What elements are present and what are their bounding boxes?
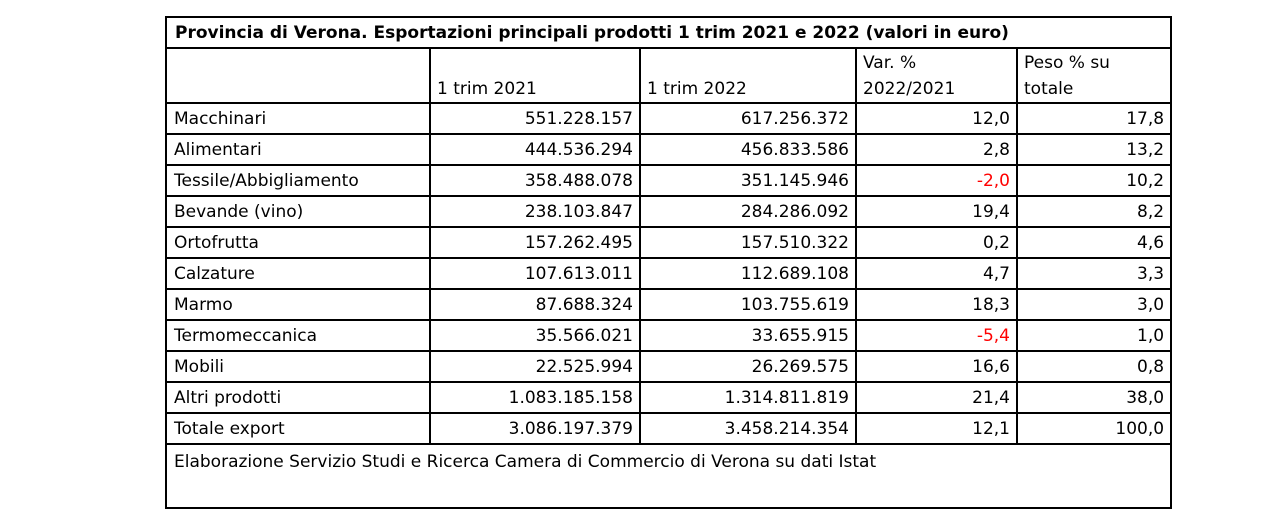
cell-product: Marmo (165, 288, 431, 321)
cell-peso-percent: 17,8 (1015, 102, 1173, 135)
export-table: Provincia di Verona. Esportazioni princi… (164, 16, 1173, 509)
cell-product: Macchinari (165, 102, 431, 135)
header-1-trim-2021: 1 trim 2021 (429, 47, 641, 104)
cell-1-trim-2022: 351.145.946 (639, 164, 857, 197)
cell-var-percent: 12,1 (855, 412, 1018, 445)
source-note: Elaborazione Servizio Studi e Ricerca Ca… (164, 443, 1173, 509)
cell-1-trim-2022: 3.458.214.354 (639, 412, 857, 445)
cell-product: Calzature (165, 257, 431, 290)
cell-peso-percent: 1,0 (1015, 319, 1173, 352)
header-var-percent: Var. % 2022/2021 (855, 47, 1018, 104)
cell-1-trim-2022: 456.833.586 (639, 133, 857, 166)
cell-product: Tessile/Abbigliamento (165, 164, 431, 197)
cell-1-trim-2022: 26.269.575 (639, 350, 857, 383)
header-peso-line2: totale (1024, 79, 1074, 99)
cell-1-trim-2021: 551.228.157 (429, 102, 641, 135)
header-product (165, 47, 431, 104)
cell-1-trim-2021: 238.103.847 (429, 195, 641, 228)
cell-product: Termomeccanica (165, 319, 431, 352)
table-row: Ortofrutta 157.262.495 157.510.322 0,2 4,6 (165, 226, 1173, 259)
cell-1-trim-2022: 157.510.322 (639, 226, 857, 259)
cell-peso-percent: 38,0 (1015, 381, 1173, 414)
cell-1-trim-2022: 112.689.108 (639, 257, 857, 290)
table-row: Mobili 22.525.994 26.269.575 16,6 0,8 (165, 350, 1173, 383)
table-title-row: Provincia di Verona. Esportazioni princi… (164, 16, 1173, 49)
table-row: Marmo 87.688.324 103.755.619 18,3 3,0 (165, 288, 1173, 321)
cell-1-trim-2022: 617.256.372 (639, 102, 857, 135)
table-row: Altri prodotti 1.083.185.158 1.314.811.819… (165, 381, 1173, 414)
cell-var-percent: -5,4 (855, 319, 1018, 352)
cell-1-trim-2021: 22.525.994 (429, 350, 641, 383)
cell-product: Alimentari (165, 133, 431, 166)
cell-var-percent: 18,3 (855, 288, 1018, 321)
cell-peso-percent: 13,2 (1015, 133, 1173, 166)
cell-peso-percent: 8,2 (1015, 195, 1173, 228)
cell-peso-percent: 10,2 (1015, 164, 1173, 197)
cell-var-percent: 16,6 (855, 350, 1018, 383)
cell-peso-percent: 100,0 (1015, 412, 1173, 445)
table-row: Calzature 107.613.011 112.689.108 4,7 3,3 (165, 257, 1173, 290)
cell-var-percent: 21,4 (855, 381, 1018, 414)
cell-var-percent: 2,8 (855, 133, 1018, 166)
header-peso-line1: Peso % su (1024, 53, 1110, 73)
cell-var-percent: 0,2 (855, 226, 1018, 259)
cell-1-trim-2021: 3.086.197.379 (429, 412, 641, 445)
table-header-row: 1 trim 2021 1 trim 2022 Var. % 2022/2021… (165, 47, 1173, 104)
table-row: Alimentari 444.536.294 456.833.586 2,8 13,2 (165, 133, 1173, 166)
header-1-trim-2022: 1 trim 2022 (639, 47, 857, 104)
cell-1-trim-2022: 284.286.092 (639, 195, 857, 228)
table-row: Bevande (vino) 238.103.847 284.286.092 19,4… (165, 195, 1173, 228)
cell-1-trim-2021: 444.536.294 (429, 133, 641, 166)
cell-product: Mobili (165, 350, 431, 383)
cell-1-trim-2021: 157.262.495 (429, 226, 641, 259)
cell-peso-percent: 4,6 (1015, 226, 1173, 259)
cell-var-percent: 19,4 (855, 195, 1018, 228)
cell-1-trim-2022: 33.655.915 (639, 319, 857, 352)
cell-peso-percent: 3,0 (1015, 288, 1173, 321)
header-var-line1: Var. % (863, 53, 917, 73)
cell-var-percent: 12,0 (855, 102, 1018, 135)
table-row: Termomeccanica 35.566.021 33.655.915 -5,4 1,… (165, 319, 1173, 352)
cell-1-trim-2021: 35.566.021 (429, 319, 641, 352)
cell-product: Ortofrutta (165, 226, 431, 259)
table-title: Provincia di Verona. Esportazioni princi… (164, 16, 1173, 49)
cell-1-trim-2021: 1.083.185.158 (429, 381, 641, 414)
cell-1-trim-2021: 87.688.324 (429, 288, 641, 321)
cell-var-percent: 4,7 (855, 257, 1018, 290)
cell-1-trim-2021: 358.488.078 (429, 164, 641, 197)
table-body: Macchinari 551.228.157 617.256.372 12,0 17,8… (165, 102, 1173, 445)
cell-peso-percent: 0,8 (1015, 350, 1173, 383)
cell-1-trim-2022: 103.755.619 (639, 288, 857, 321)
cell-product: Bevande (vino) (165, 195, 431, 228)
source-row: Elaborazione Servizio Studi e Ricerca Ca… (164, 443, 1173, 509)
cell-peso-percent: 3,3 (1015, 257, 1173, 290)
table-row: Totale export 3.086.197.379 3.458.214.354 1… (165, 412, 1173, 445)
header-peso-percent: Peso % su totale (1015, 47, 1173, 104)
header-var-line2: 2022/2021 (863, 79, 956, 99)
cell-product: Totale export (165, 412, 431, 445)
cell-product: Altri prodotti (165, 381, 431, 414)
cell-1-trim-2021: 107.613.011 (429, 257, 641, 290)
cell-1-trim-2022: 1.314.811.819 (639, 381, 857, 414)
cell-var-percent: -2,0 (855, 164, 1018, 197)
table-row: Macchinari 551.228.157 617.256.372 12,0 17,8 (165, 102, 1173, 135)
table-row: Tessile/Abbigliamento 358.488.078 351.145.… (165, 164, 1173, 197)
